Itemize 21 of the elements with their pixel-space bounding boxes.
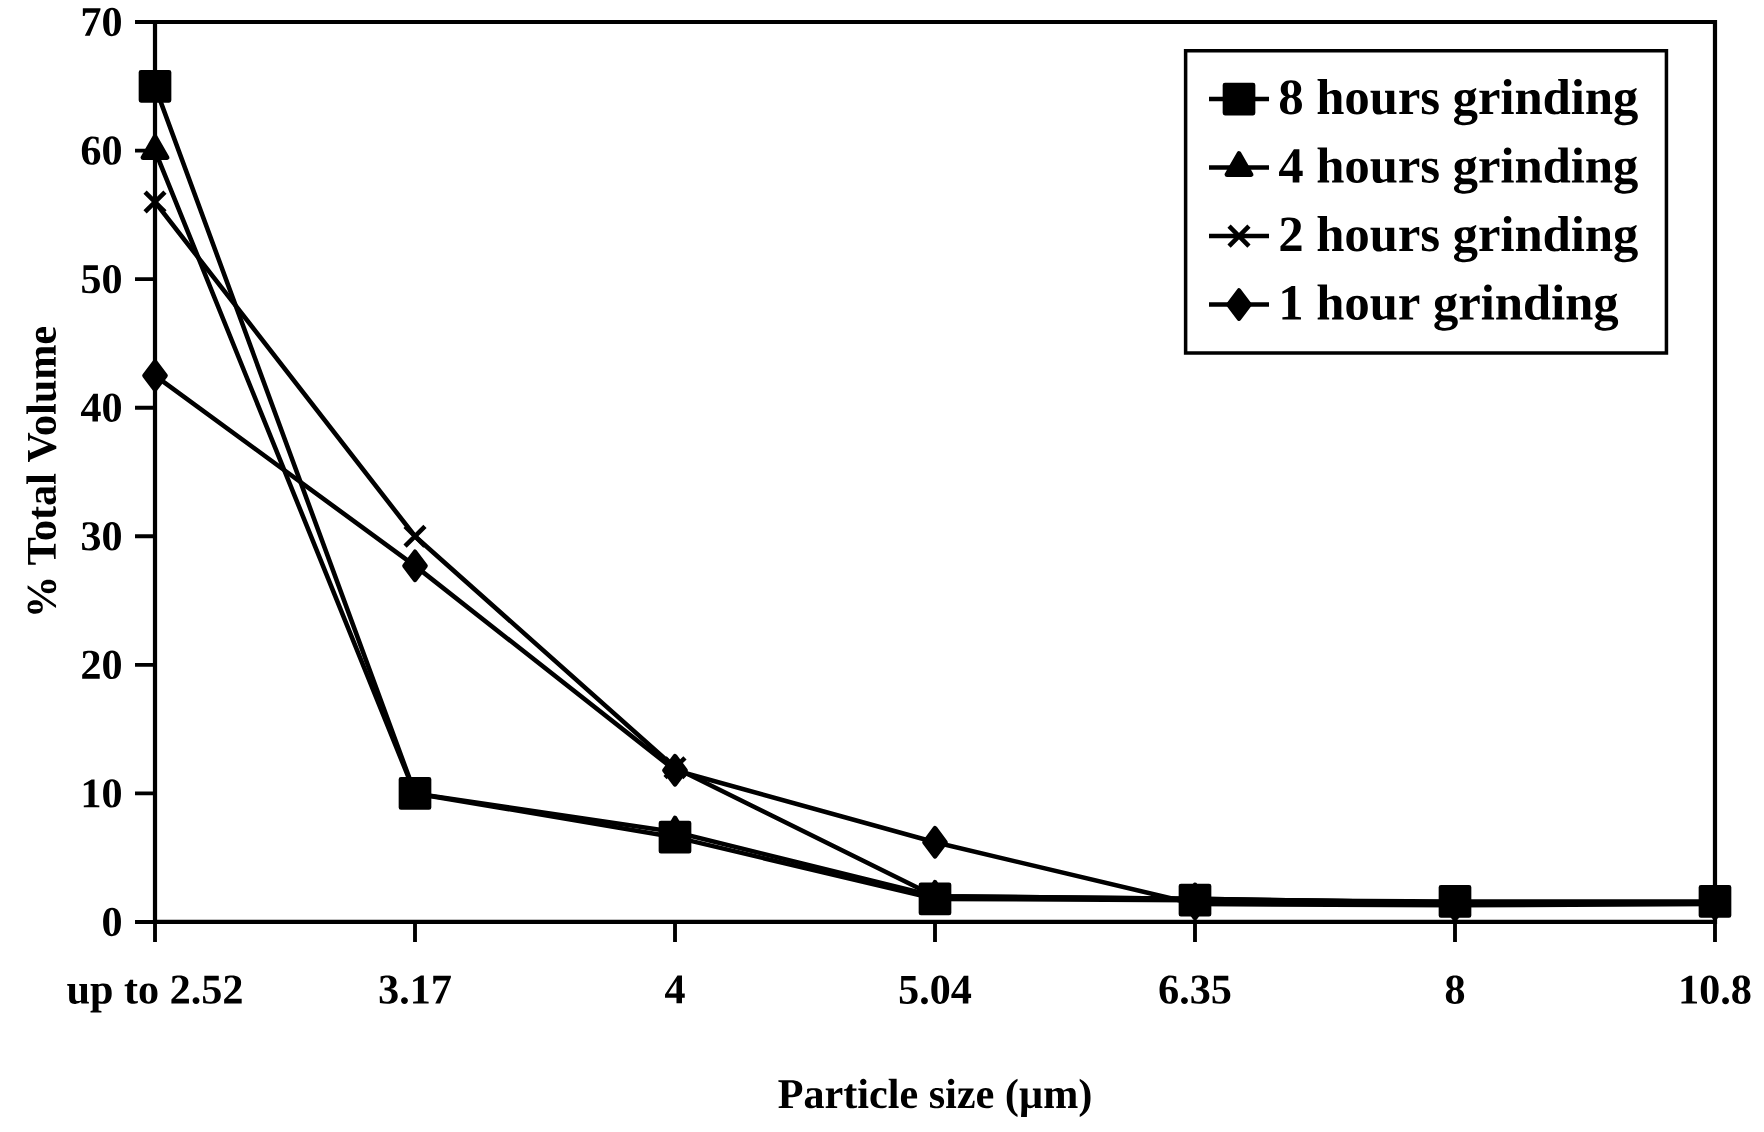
legend-label: 8 hours grinding: [1279, 78, 1638, 126]
y-tick-label: 60: [81, 136, 121, 165]
y-tick-label: 70: [82, 7, 121, 37]
y-tick-label: 30: [82, 522, 121, 551]
x-tick-label: 6.35: [1159, 975, 1231, 1005]
x-tick-label: 3.17: [379, 975, 451, 1005]
x-axis-title: Particle size (µm): [778, 1078, 1091, 1117]
x-tick-label: 8: [1445, 975, 1465, 1004]
legend-label: 1 hour grinding: [1282, 284, 1619, 331]
x-tick-label: 10.8: [1681, 975, 1751, 1005]
legend-label: 4 hours grinding: [1279, 147, 1638, 194]
y-tick-label: 40: [80, 393, 121, 422]
y-tick-label: 20: [82, 650, 121, 680]
x-tick-label: 5.04: [899, 975, 972, 1005]
x-tick-label: up to 2.52: [67, 975, 242, 1013]
x-tick-label: 4: [665, 975, 685, 1004]
y-axis-title: % Total Volume: [26, 326, 57, 614]
y-tick-label: 50: [82, 264, 121, 294]
y-tick-label: 10: [83, 779, 121, 808]
y-tick-label: 0: [103, 907, 121, 937]
legend-label: 2 hours grinding: [1280, 215, 1638, 263]
